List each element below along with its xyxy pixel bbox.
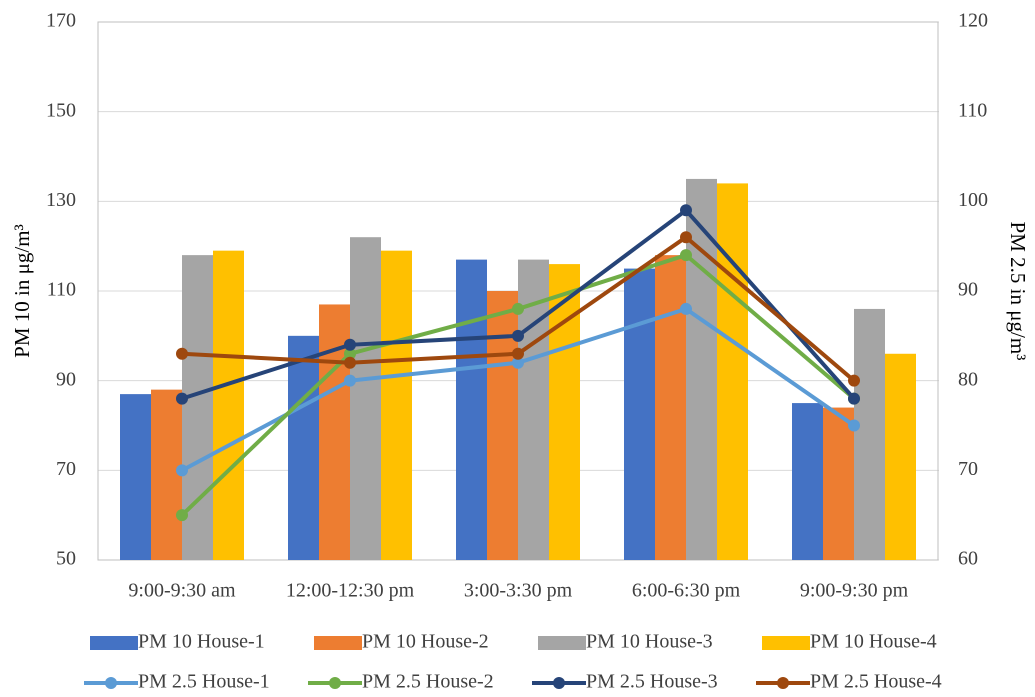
y-tick-label: 170 — [46, 10, 76, 32]
legend-label: PM 2.5 House-3 — [586, 671, 718, 693]
legend-swatch — [762, 636, 810, 650]
x-tick-label: 3:00-3:30 pm — [464, 580, 573, 602]
legend-label: PM 10 House-4 — [810, 631, 937, 653]
bar — [213, 250, 244, 560]
x-tick-label: 6:00-6:30 pm — [632, 580, 741, 602]
x-tick-label: 9:00-9:30 am — [128, 580, 236, 602]
y-tick-label: 70 — [56, 458, 76, 480]
bar — [624, 268, 655, 560]
line-marker — [176, 347, 188, 360]
line-marker — [848, 419, 860, 432]
legend-swatch — [105, 677, 117, 689]
line-marker — [344, 347, 356, 360]
legend-label: PM 2.5 House-2 — [362, 671, 494, 693]
legend-label: PM 10 House-1 — [138, 631, 265, 653]
line-marker — [176, 392, 188, 405]
legend-swatch — [90, 636, 138, 650]
line-marker — [848, 392, 860, 405]
line-marker — [680, 302, 692, 315]
y2-tick-label: 60 — [958, 548, 978, 570]
bar — [717, 183, 748, 560]
line-marker — [680, 231, 692, 244]
bar — [854, 308, 885, 560]
y2-tick-label: 120 — [958, 10, 988, 32]
y-axis-title: PM 10 in μg/m³ — [10, 224, 34, 358]
line-marker — [848, 374, 860, 387]
line-marker — [344, 338, 356, 351]
bar — [885, 353, 916, 560]
line-marker — [512, 356, 524, 369]
line-marker — [680, 204, 692, 217]
bar — [823, 407, 854, 560]
bar — [456, 259, 487, 560]
legend-label: PM 10 House-3 — [586, 631, 713, 653]
line-marker — [680, 249, 692, 262]
y-tick-label: 150 — [46, 99, 76, 121]
line-marker — [176, 509, 188, 522]
legend-swatch — [538, 636, 586, 650]
legend-swatch — [553, 677, 565, 689]
y2-tick-label: 100 — [958, 189, 988, 211]
y2-tick-label: 80 — [958, 368, 978, 390]
y-tick-label: 110 — [47, 279, 76, 301]
legend-swatch — [777, 677, 789, 689]
x-tick-label: 12:00-12:30 pm — [286, 580, 415, 602]
y2-tick-label: 110 — [958, 99, 987, 121]
y-tick-label: 50 — [56, 548, 76, 570]
y2-tick-label: 70 — [958, 458, 978, 480]
bar — [288, 335, 319, 560]
line-marker — [344, 374, 356, 387]
bar — [792, 403, 823, 560]
line-marker — [344, 356, 356, 369]
x-tick-label: 9:00-9:30 pm — [800, 580, 909, 602]
legend-label: PM 10 House-2 — [362, 631, 489, 653]
bar — [655, 255, 686, 560]
legend-label: PM 2.5 House-4 — [810, 671, 942, 693]
line-marker — [512, 329, 524, 342]
y2-axis-title: PM 2.5 in μg/m³ — [1006, 222, 1030, 361]
y-tick-label: 130 — [46, 189, 76, 211]
bar — [151, 389, 182, 560]
bar — [120, 394, 151, 560]
line-marker — [512, 347, 524, 360]
y2-tick-label: 90 — [958, 279, 978, 301]
bar — [381, 250, 412, 560]
legend-label: PM 2.5 House-1 — [138, 671, 270, 693]
y-tick-label: 90 — [56, 368, 76, 390]
line-marker — [176, 464, 188, 477]
bar — [350, 237, 381, 560]
legend-swatch — [314, 636, 362, 650]
bar — [487, 291, 518, 560]
line-marker — [512, 302, 524, 315]
legend-swatch — [329, 677, 341, 689]
